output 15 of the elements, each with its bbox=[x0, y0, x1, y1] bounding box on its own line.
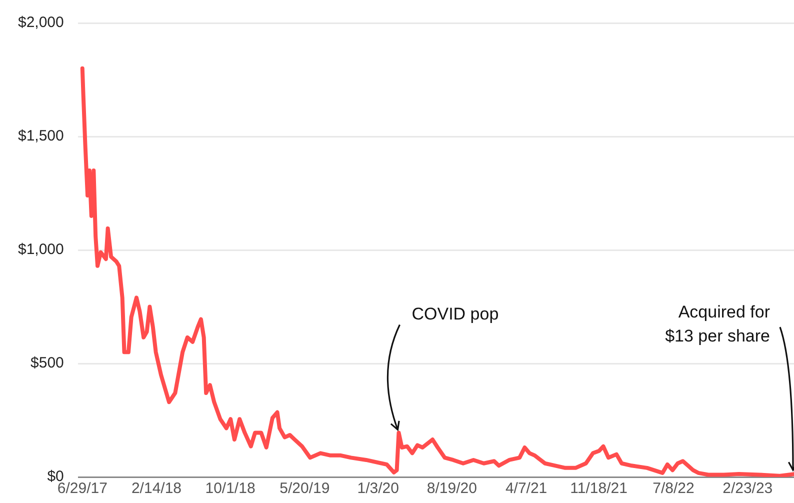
x-tick-label: 8/19/20 bbox=[426, 480, 477, 498]
x-tick-label: 2/23/23 bbox=[722, 480, 773, 498]
annotation: Acquired for $13 per share bbox=[665, 302, 770, 346]
x-tick-label: 10/1/18 bbox=[205, 480, 256, 498]
x-tick-label: 1/3/20 bbox=[357, 480, 399, 498]
y-tick-label: $2,000 bbox=[18, 14, 64, 32]
x-tick-label: 11/18/21 bbox=[570, 480, 628, 498]
annotation: COVID pop bbox=[412, 304, 499, 324]
y-tick-label: $500 bbox=[30, 354, 64, 372]
y-tick-label: $1,500 bbox=[18, 128, 64, 145]
x-tick-label: 2/14/18 bbox=[131, 480, 182, 498]
x-tick-label: 4/7/21 bbox=[505, 480, 548, 498]
x-tick-label: 5/20/19 bbox=[280, 480, 330, 498]
y-tick-label: $1,000 bbox=[18, 241, 64, 258]
x-tick-label: 7/8/22 bbox=[652, 480, 694, 498]
